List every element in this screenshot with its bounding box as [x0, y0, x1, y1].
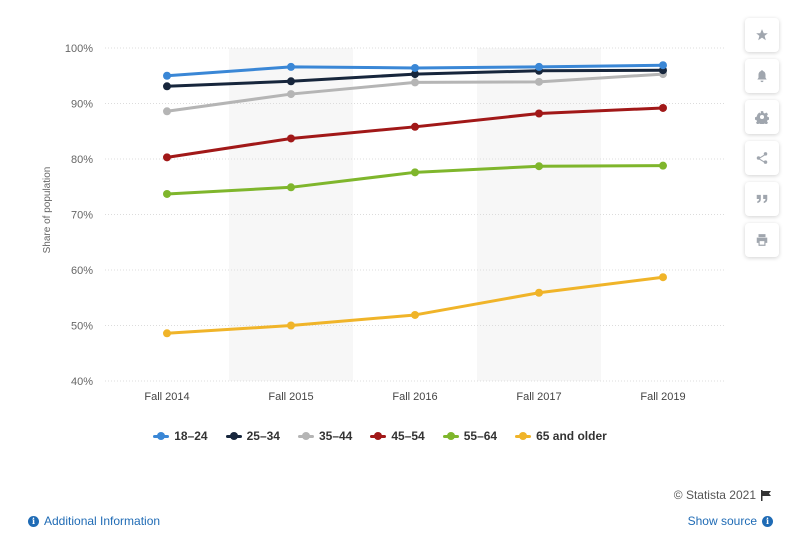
notification-button[interactable]	[745, 59, 779, 93]
y-tick-label: 80%	[71, 154, 93, 166]
show-source-link[interactable]: Show source i	[688, 514, 773, 528]
legend-label: 35–44	[318, 429, 353, 443]
data-point	[535, 288, 543, 297]
x-axis-tick-labels: Fall 2014 Fall 2015 Fall 2016 Fall 2017 Fall…	[144, 391, 685, 403]
additional-information-link[interactable]: i Additional Information	[28, 514, 160, 528]
bell-icon	[757, 70, 767, 83]
y-tick-label: 90%	[71, 99, 93, 111]
info-icon: i	[28, 515, 39, 527]
y-axis-label: Share of population	[42, 167, 53, 254]
series-lines	[163, 61, 667, 338]
flag-icon	[761, 489, 771, 501]
additional-information-label: Additional Information	[44, 514, 161, 528]
legend-label: 18–24	[174, 429, 208, 443]
quote-icon	[756, 194, 768, 204]
x-tick-label: Fall 2017	[516, 391, 561, 403]
legend: 18–24 25–34 35–44 45–54 55–64 65 and old…	[0, 429, 760, 443]
data-point	[659, 161, 667, 170]
y-tick-label: 50%	[71, 321, 93, 333]
legend-item-35-44[interactable]: 35–44	[297, 429, 353, 443]
y-axis-tick-labels: 40% 50% 60% 70% 80% 90% 100%	[65, 43, 93, 388]
data-point	[163, 329, 171, 338]
data-point	[163, 107, 171, 116]
data-point	[163, 153, 171, 162]
gear-icon	[755, 111, 769, 124]
legend-marker	[370, 432, 387, 440]
x-tick-label: Fall 2019	[640, 391, 685, 403]
data-point	[659, 273, 667, 282]
x-tick-label: Fall 2015	[268, 391, 313, 403]
legend-marker	[225, 432, 242, 440]
data-point	[163, 71, 171, 80]
legend-marker	[515, 432, 532, 440]
data-point	[287, 90, 295, 99]
legend-marker	[153, 432, 170, 440]
chart-toolbar	[745, 18, 781, 264]
data-point	[163, 189, 171, 198]
star-icon	[756, 29, 768, 41]
x-tick-label: Fall 2014	[144, 391, 189, 403]
cite-button[interactable]	[745, 182, 779, 216]
y-gridlines	[105, 47, 725, 382]
share-icon	[756, 152, 768, 164]
line-chart: 40%50%60%70%80%90%100% Fall 2014 Fall 201…	[42, 43, 725, 403]
data-point	[411, 168, 419, 177]
settings-button[interactable]	[745, 100, 779, 134]
favorite-button[interactable]	[745, 18, 779, 52]
y-tick-label: 40%	[71, 376, 93, 388]
y-tick-label: 60%	[71, 265, 93, 277]
statista-credits[interactable]: © Statista 2021	[674, 488, 772, 502]
show-source-label: Show source	[687, 514, 757, 528]
data-point	[659, 61, 667, 70]
legend-label: 25–34	[246, 429, 280, 443]
legend-item-65-and-older[interactable]: 65 and older	[515, 429, 607, 443]
legend-marker	[297, 432, 314, 440]
credits-text: © Statista 2021	[673, 488, 756, 502]
data-point	[163, 82, 171, 91]
data-point	[411, 78, 419, 87]
share-button[interactable]	[745, 141, 779, 175]
data-point	[411, 122, 419, 131]
print-button[interactable]	[745, 223, 779, 257]
data-point	[411, 70, 419, 79]
data-point	[535, 62, 543, 71]
data-point	[287, 62, 295, 71]
data-point	[287, 321, 295, 330]
legend-item-55-64[interactable]: 55–64	[442, 429, 498, 443]
data-point	[535, 109, 543, 118]
data-point	[287, 77, 295, 86]
info-icon: i	[762, 515, 773, 527]
data-point	[535, 162, 543, 171]
data-point	[287, 134, 295, 143]
legend-item-45-54[interactable]: 45–54	[370, 429, 425, 443]
legend-label: 65 and older	[536, 429, 607, 443]
data-point	[411, 310, 419, 319]
y-tick-label: 70%	[71, 210, 93, 222]
data-point	[287, 183, 295, 192]
legend-label: 55–64	[463, 429, 498, 443]
data-point	[411, 63, 419, 72]
category-band	[477, 48, 601, 381]
data-point	[659, 103, 667, 112]
legend-label: 45–54	[391, 429, 425, 443]
legend-item-18-24[interactable]: 18–24	[153, 429, 208, 443]
legend-marker	[442, 432, 459, 440]
x-tick-label: Fall 2016	[392, 391, 437, 403]
y-tick-label: 100%	[65, 43, 93, 55]
data-point	[535, 77, 543, 86]
print-icon	[756, 234, 768, 246]
legend-item-25-34[interactable]: 25–34	[225, 429, 280, 443]
